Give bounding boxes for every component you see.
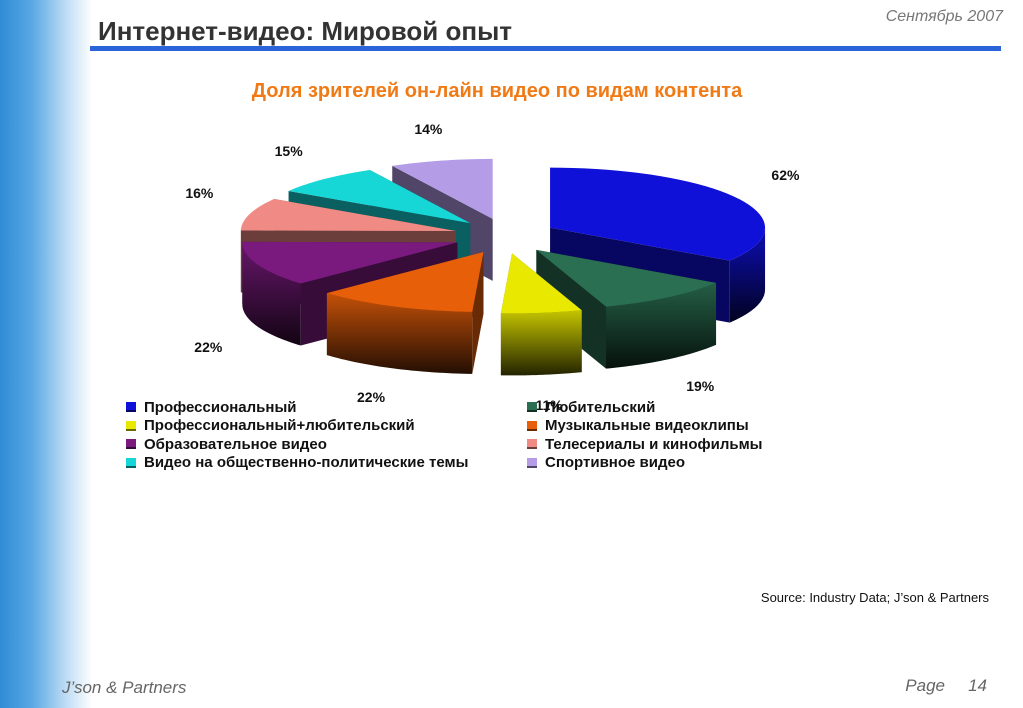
pie-slice-label-8: 14% (414, 121, 443, 138)
pie-slice-label-2: 19% (686, 378, 715, 395)
legend-swatch (126, 402, 136, 413)
header-divider (90, 46, 1001, 51)
legend-label: Любительский (545, 398, 656, 416)
page-title: Интернет-видео: Мировой опыт (98, 16, 513, 46)
footer-page-label: Page (905, 676, 945, 695)
legend-item: Музыкальные видеоклипы (527, 417, 827, 436)
legend-item: Профессиональный (126, 398, 527, 417)
legend-label: Телесериалы и кинофильмы (545, 435, 763, 453)
legend-label: Видео на общественно-политические темы (144, 454, 469, 472)
legend-item: Образовательное видео (126, 435, 527, 454)
legend-label: Спортивное видео (545, 454, 686, 472)
legend-label: Образовательное видео (144, 435, 327, 453)
legend-item: Любительский (527, 398, 827, 417)
pie-slice-label-3: 11% (535, 396, 563, 413)
legend-swatch (126, 420, 136, 431)
legend-label: Музыкальные видеоклипы (545, 417, 749, 435)
pie-slice-label-1: 62% (771, 167, 800, 184)
pie-slice-label-4: 22% (357, 388, 386, 405)
legend-swatch (126, 457, 136, 468)
legend-swatch (126, 439, 136, 450)
legend-swatch (527, 402, 537, 413)
legend-label: Профессиональный (144, 398, 297, 416)
header-date: Сентябрь 2007 (885, 8, 1003, 25)
footer-company: J’son & Partners (62, 678, 187, 697)
legend-item: Профессиональный+любительский (126, 417, 527, 436)
left-gradient-band (0, 0, 92, 708)
footer-page-number: 14 (968, 676, 987, 695)
pie-slice-3 (500, 253, 582, 376)
pie-slice-label-6: 16% (185, 184, 214, 201)
legend-swatch (527, 439, 537, 450)
legend-item: Спортивное видео (527, 454, 827, 473)
source-note: Source: Industry Data; J’son & Partners (760, 590, 989, 605)
legend-swatch (527, 457, 537, 468)
legend-swatch (527, 420, 537, 431)
chart-legend: Профессиональный Любительский Профессионал… (126, 398, 826, 472)
chart-title: Доля зрителей он-лайн видео по видам кон… (251, 80, 743, 102)
legend-item: Телесериалы и кинофильмы (527, 435, 827, 454)
pie-slice-4 (326, 251, 484, 374)
legend-item: Видео на общественно-политические темы (126, 454, 527, 473)
legend-label: Профессиональный+любительский (144, 417, 415, 435)
pie-slice-label-5: 22% (194, 338, 223, 355)
pie-slice-label-7: 15% (274, 143, 303, 160)
